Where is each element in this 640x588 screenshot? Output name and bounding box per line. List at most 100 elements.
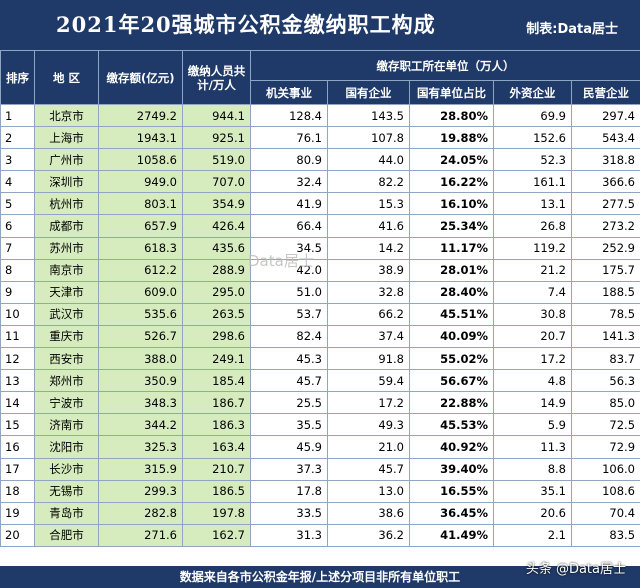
jiguan-cell: 45.9 [250, 435, 328, 459]
jiguan-cell: 45.3 [250, 347, 328, 371]
footer-note: 数据来自各市公积金年报/上述分项目非所有单位职工 [0, 566, 640, 588]
waizi-cell: 20.6 [493, 501, 572, 525]
people-cell: 426.4 [182, 214, 251, 238]
people-cell: 354.9 [182, 192, 251, 216]
header-guoyou: 国有企业 [327, 80, 410, 105]
city-cell: 合肥市 [34, 523, 99, 547]
waizi-cell: 152.6 [493, 126, 572, 150]
waizi-cell: 14.9 [493, 391, 572, 415]
city-cell: 成都市 [34, 214, 99, 238]
people-cell: 435.6 [182, 236, 251, 260]
rank-cell: 4 [0, 170, 35, 194]
city-cell: 沈阳市 [34, 435, 99, 459]
rank-cell: 6 [0, 214, 35, 238]
people-cell: 249.1 [182, 347, 251, 371]
people-cell: 295.0 [182, 280, 251, 304]
ratio-cell: 19.88% [409, 126, 494, 150]
minying-cell: 188.5 [570, 280, 640, 304]
jiguan-cell: 35.5 [250, 413, 328, 437]
guoyou-cell: 38.9 [327, 258, 410, 282]
jiguan-cell: 33.5 [250, 501, 328, 525]
table-row: 6 成都市 657.9 426.4 66.4 41.6 25.34% 26.8 273.2 [0, 214, 640, 238]
minying-cell: 72.9 [570, 435, 640, 459]
people-cell: 186.5 [182, 479, 251, 503]
table-row: 19 青岛市 282.8 197.8 33.5 38.6 36.45% 20.6 70.4 [0, 501, 640, 525]
rank-cell: 19 [0, 501, 35, 525]
waizi-cell: 20.7 [493, 324, 572, 349]
jiguan-cell: 31.3 [250, 523, 328, 547]
guoyou-cell: 66.2 [327, 302, 410, 326]
minying-cell: 175.7 [570, 258, 640, 282]
jiguan-cell: 80.9 [250, 148, 328, 172]
waizi-cell: 13.1 [493, 192, 572, 216]
people-cell: 210.7 [182, 457, 251, 481]
people-cell: 186.3 [182, 413, 251, 437]
city-cell: 天津市 [34, 280, 99, 304]
title-bar: 2021年20强城市公积金缴纳职工构成 制表:Data居士 [0, 0, 640, 50]
people-cell: 197.8 [182, 501, 251, 525]
guoyou-cell: 41.6 [327, 214, 410, 238]
waizi-cell: 30.8 [493, 302, 572, 326]
jiguan-cell: 25.5 [250, 391, 328, 415]
amount-cell: 2749.2 [98, 103, 183, 128]
people-cell: 163.4 [182, 435, 251, 459]
rank-cell: 11 [0, 324, 35, 349]
guoyou-cell: 91.8 [327, 347, 410, 371]
people-cell: 162.7 [182, 523, 251, 547]
header-minying: 民营企业 [570, 80, 640, 105]
minying-cell: 83.7 [570, 347, 640, 371]
ratio-cell: 55.02% [409, 347, 494, 371]
rank-cell: 13 [0, 369, 35, 393]
table-row: 11 重庆市 526.7 298.6 82.4 37.4 40.09% 20.7 141.3 [0, 324, 640, 349]
city-cell: 郑州市 [34, 369, 99, 393]
ratio-cell: 16.22% [409, 170, 494, 194]
waizi-cell: 26.8 [493, 214, 572, 238]
center-watermark: Data居士 [248, 252, 314, 270]
waizi-cell: 161.1 [493, 170, 572, 194]
amount-cell: 949.0 [98, 170, 183, 194]
minying-cell: 318.8 [570, 148, 640, 172]
waizi-cell: 2.1 [493, 523, 572, 547]
header-city: 地 区 [34, 50, 99, 105]
table-row: 5 杭州市 803.1 354.9 41.9 15.3 16.10% 13.1 277.5 [0, 192, 640, 216]
ratio-cell: 41.49% [409, 523, 494, 547]
rank-cell: 5 [0, 192, 35, 216]
rank-cell: 20 [0, 523, 35, 547]
table-row: 4 深圳市 949.0 707.0 32.4 82.2 16.22% 161.1 366.6 [0, 170, 640, 194]
waizi-cell: 119.2 [493, 236, 572, 260]
minying-cell: 56.3 [570, 369, 640, 393]
guoyou-cell: 143.5 [327, 103, 410, 128]
waizi-cell: 52.3 [493, 148, 572, 172]
amount-cell: 325.3 [98, 435, 183, 459]
minying-cell: 70.4 [570, 501, 640, 525]
city-cell: 苏州市 [34, 236, 99, 260]
jiguan-cell: 51.0 [250, 280, 328, 304]
jiguan-cell: 42.0 [250, 258, 328, 282]
amount-cell: 388.0 [98, 347, 183, 371]
ratio-cell: 11.17% [409, 236, 494, 260]
header-jiguan: 机关事业 [250, 80, 328, 105]
ratio-cell: 28.80% [409, 103, 494, 128]
header-waizi: 外资企业 [493, 80, 572, 105]
amount-cell: 315.9 [98, 457, 183, 481]
table-row: 16 沈阳市 325.3 163.4 45.9 21.0 40.92% 11.3 72.9 [0, 435, 640, 459]
guoyou-cell: 38.6 [327, 501, 410, 525]
header-ratio: 国有单位占比 [409, 80, 494, 105]
ratio-cell: 40.92% [409, 435, 494, 459]
table-row: 1 北京市 2749.2 944.1 128.4 143.5 28.80% 69.9 297.4 [0, 103, 640, 128]
table-row: 18 无锡市 299.3 186.5 17.8 13.0 16.55% 35.1 108.6 [0, 479, 640, 503]
waizi-cell: 69.9 [493, 103, 572, 128]
rank-cell: 15 [0, 413, 35, 437]
guoyou-cell: 21.0 [327, 435, 410, 459]
city-cell: 长沙市 [34, 457, 99, 481]
ratio-cell: 28.40% [409, 280, 494, 304]
table-row: 12 西安市 388.0 249.1 45.3 91.8 55.02% 17.2 83.7 [0, 347, 640, 371]
table-row: 9 天津市 609.0 295.0 51.0 32.8 28.40% 7.4 188.5 [0, 280, 640, 304]
people-cell: 925.1 [182, 126, 251, 150]
credit-label: 制表:Data居士 [526, 22, 618, 37]
corner-watermark: 头条 @Data居士 [525, 562, 626, 577]
amount-cell: 657.9 [98, 214, 183, 238]
rank-cell: 14 [0, 391, 35, 415]
ratio-cell: 40.09% [409, 324, 494, 349]
